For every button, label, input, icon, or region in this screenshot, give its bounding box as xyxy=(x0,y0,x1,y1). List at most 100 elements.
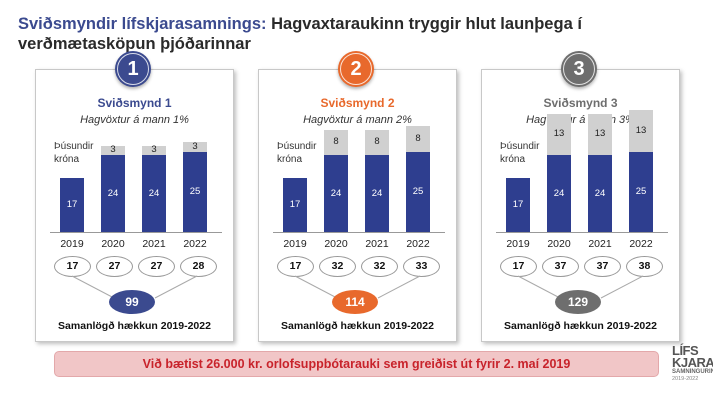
bar-base-value-2020: 24 xyxy=(107,187,119,199)
badge-ring xyxy=(340,53,372,85)
y-axis-label-line-2: króna xyxy=(54,154,80,165)
year-label-2022: 2022 xyxy=(406,238,430,250)
bar-bonus-value-2020: 3 xyxy=(110,144,116,156)
year-total-2020: 37 xyxy=(542,256,579,277)
year-label-2021: 2021 xyxy=(142,238,166,250)
scenario-sum-label: Samanlögð hækkun 2019-2022 xyxy=(58,320,211,332)
connector-line xyxy=(71,275,115,299)
scenario-sum-label: Samanlögð hækkun 2019-2022 xyxy=(504,320,657,332)
scenario-panel-3: Sviðsmynd 3 Hagvöxtur á mann 3% Þúsundir kr… xyxy=(481,69,680,342)
year-label-2020: 2020 xyxy=(547,238,571,250)
y-axis-label: Þúsundir króna xyxy=(54,140,93,166)
bar-base-2022 xyxy=(629,152,653,232)
year-total-2022: 38 xyxy=(626,256,663,277)
y-axis-label-line-1: Þúsundir xyxy=(54,141,94,152)
y-axis-label-line-2: króna xyxy=(277,154,303,165)
scenario-number-badge: 3 xyxy=(561,51,597,87)
bar-bonus-2020 xyxy=(101,145,125,156)
bar-bonus-value-2022: 13 xyxy=(635,125,647,137)
bar-bonus-value-2022: 3 xyxy=(192,141,198,153)
connector-line xyxy=(600,275,644,299)
bar-base-value-2019: 17 xyxy=(289,198,301,210)
badge-ring xyxy=(117,53,149,85)
scenario-subtitle: Hagvöxtur á mann 1% xyxy=(80,114,189,126)
year-total-2021: 27 xyxy=(138,256,175,277)
y-axis-label-line-1: Þúsundir xyxy=(500,141,540,152)
bar-base-value-2022: 25 xyxy=(189,186,201,197)
bar-base-2021 xyxy=(365,155,389,232)
year-label-2021: 2021 xyxy=(365,238,389,250)
year-total-2019: 17 xyxy=(54,256,91,277)
y-axis-label-line-2: króna xyxy=(500,154,526,165)
year-label-2019: 2019 xyxy=(283,238,307,250)
bar-bonus-2021 xyxy=(142,145,166,156)
bar-base-2019 xyxy=(506,177,530,232)
connector-line xyxy=(154,275,198,299)
title-highlight: Sviðsmyndir lífskjarasamnings: xyxy=(18,15,267,33)
bar-base-2020 xyxy=(324,155,348,232)
scenario-name: Sviðsmynd 2 xyxy=(320,96,395,110)
year-total-2021: 37 xyxy=(584,256,621,277)
bar-base-value-2019: 17 xyxy=(66,198,78,210)
bar-bonus-value-2021: 13 xyxy=(594,128,606,140)
bar-bonus-2022 xyxy=(183,142,207,152)
scenario-number-badge: 1 xyxy=(115,51,151,87)
connector-line xyxy=(517,275,561,299)
year-label-2019: 2019 xyxy=(60,238,84,250)
bar-base-value-2020: 24 xyxy=(553,187,565,199)
bar-base-value-2022: 25 xyxy=(412,186,424,197)
bar-bonus-value-2021: 8 xyxy=(374,136,380,148)
bar-base-value-2019: 17 xyxy=(512,198,524,210)
year-label-2022: 2022 xyxy=(629,238,653,250)
scenario-total: 114 xyxy=(332,290,378,314)
scenario-sum-label: Samanlögð hækkun 2019-2022 xyxy=(281,320,434,332)
bar-base-2021 xyxy=(588,155,612,232)
title-rest: Hagvaxtaraukinn tryggir hlut launþega í … xyxy=(18,15,582,53)
bar-base-value-2021: 24 xyxy=(371,187,383,199)
logo-line-3: SAMNINGURINN xyxy=(672,369,713,375)
year-total-2020: 27 xyxy=(96,256,133,277)
scenario-name: Sviðsmynd 1 xyxy=(97,96,172,110)
bar-bonus-2021 xyxy=(588,113,612,156)
bar-base-value-2021: 24 xyxy=(148,187,160,199)
bar-bonus-value-2020: 8 xyxy=(333,136,339,148)
bar-bonus-2022 xyxy=(406,126,430,152)
logo-line-1: LÍFS xyxy=(672,343,699,358)
scenario-subtitle: Hagvöxtur á mann 2% xyxy=(303,114,412,126)
bar-base-2019 xyxy=(60,177,84,232)
connector-line xyxy=(377,275,421,299)
lifskjarasamningurinn-logo: LÍFS KJARA SAMNINGURINN 2019-2022 xyxy=(672,343,713,399)
x-axis-line xyxy=(273,232,445,233)
y-axis-label: Þúsundir króna xyxy=(277,140,316,166)
scenario-number-badge: 2 xyxy=(338,51,374,87)
year-total-2020: 32 xyxy=(319,256,356,277)
scenario-name: Sviðsmynd 3 xyxy=(543,96,618,110)
y-axis-label-line-1: Þúsundir xyxy=(277,141,317,152)
year-label-2019: 2019 xyxy=(506,238,530,250)
bar-base-value-2022: 25 xyxy=(635,186,647,197)
connector-line xyxy=(294,275,338,299)
bar-bonus-2022 xyxy=(629,110,653,152)
bar-base-2020 xyxy=(547,155,571,232)
scenario-total: 129 xyxy=(555,290,601,314)
bar-base-2021 xyxy=(142,155,166,232)
year-label-2020: 2020 xyxy=(101,238,125,250)
sum-connectors xyxy=(517,275,644,299)
badge-ring xyxy=(563,53,595,85)
page-title: Sviðsmyndir lífskjarasamnings: Hagvaxtar… xyxy=(18,14,678,54)
scenario-panel-1: Sviðsmynd 1 Hagvöxtur á mann 1% Þúsundir kr… xyxy=(35,69,234,342)
x-axis-line xyxy=(496,232,668,233)
scenario-total: 99 xyxy=(109,290,155,314)
logo-line-2: KJARA xyxy=(672,355,713,370)
bar-bonus-value-2020: 13 xyxy=(553,128,565,140)
bar-bonus-2020 xyxy=(324,129,348,156)
year-label-2022: 2022 xyxy=(183,238,207,250)
year-total-2022: 33 xyxy=(403,256,440,277)
bar-base-2022 xyxy=(183,152,207,232)
bar-bonus-value-2021: 3 xyxy=(151,144,157,156)
bar-bonus-2020 xyxy=(547,113,571,156)
bar-bonus-2021 xyxy=(365,129,389,156)
bar-base-value-2021: 24 xyxy=(594,187,606,199)
x-axis-line xyxy=(50,232,222,233)
year-total-2021: 32 xyxy=(361,256,398,277)
